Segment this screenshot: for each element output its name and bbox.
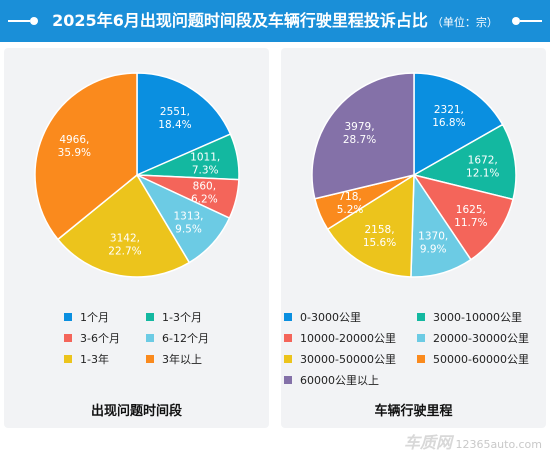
legend-item-4: 6-12个月 [146,331,209,347]
slice-label-3: 1625, 11.7% [454,204,487,229]
pie-slice-7 [311,72,415,200]
slice-label-1: 2321, 16.8% [432,104,465,129]
slice-label-4: 1370, 9.9% [418,231,448,256]
legend-swatch [284,334,292,342]
legend-swatch [146,334,154,342]
legend-swatch [284,355,292,363]
watermark-logo: 车质网 [403,433,452,452]
legend-label: 1个月 [80,311,109,324]
pie-slice-5 [56,173,191,278]
slice-label-4: 1313, 9.5% [173,210,203,235]
legend-label: 3-6个月 [80,332,120,345]
pie-slice-6 [34,72,138,241]
slice-label-7: 3979, 28.7% [343,121,376,146]
legend-swatch [417,313,425,321]
pie-slice-1 [413,72,504,177]
legend-item-4: 20000-30000公里 [417,331,529,347]
header-bar [0,0,550,42]
page-title: 2025年6月出现问题时间段及车辆行驶里程投诉占比 （单位：宗） [0,0,550,42]
legend-item-6: 50000-60000公里 [417,352,529,368]
legend-item-5: 1-3年 [64,352,109,368]
slice-label-1: 2551, 18.4% [158,106,191,131]
pie-chart-time-period: 2551, 18.4%1011, 7.3%860, 6.2%1313, 9.5%3142… [34,72,240,278]
slice-label-2: 1011, 7.3% [190,151,220,176]
legend-item-5: 30000-50000公里 [284,352,396,368]
legend-swatch [64,313,72,321]
header-bullet-right [512,17,520,25]
chart-title-time-period: 出现问题时间段 [90,404,182,419]
legend-swatch [64,334,72,342]
legend-swatch [146,313,154,321]
legend-item-7: 60000公里以上 [284,373,379,389]
slice-label-2: 1672, 12.1% [466,154,499,179]
slice-label-5: 3142, 22.7% [108,232,141,257]
pie-chart-mileage: 2321, 16.8%1672, 12.1% 1625, 11.7%1370, 9.9% 2… [311,72,517,278]
header-decoration-right [520,20,542,22]
legend-label: 30000-50000公里 [300,353,396,366]
unit-label: （单位：宗） [431,16,498,29]
legend-label: 1-3年 [80,353,109,366]
legend-label: 1-3个月 [162,311,202,324]
legend-swatch [417,355,425,363]
legend-swatch [146,355,154,363]
legend-label: 3000-10000公里 [433,311,522,324]
legend-item-2: 1-3个月 [146,310,202,326]
legend-label: 50000-60000公里 [433,353,529,366]
legend-swatch [417,334,425,342]
legend-swatch [64,355,72,363]
chart-title-mileage: 车辆行驶里程 [374,404,453,419]
pie-slice-5 [326,173,415,278]
legend-label: 3年以上 [162,353,202,366]
slice-label-6: 718, 5.2% [337,191,364,216]
panel-time-period: 2551, 18.4% 1011, 7.3% 860, 6.2% 1313, 9.5% 3142… [4,48,269,428]
legend-item-3: 10000-20000公里 [284,331,396,347]
panel-mileage: 2321, 16.8% 1672, 12.1% 1625, 11.7% 1370, 9.9% 2… [281,48,546,428]
pie-slice-1 [136,72,232,177]
slice-label-6: 4966, 35.9% [58,134,91,159]
legend-swatch [284,313,292,321]
legend-item-2: 3000-10000公里 [417,310,522,326]
legend-label: 10000-20000公里 [300,332,396,345]
page-title-text: 2025年6月出现问题时间段及车辆行驶里程投诉占比 [52,11,428,30]
header-decoration-left [8,20,30,22]
watermark-site: 12365auto.com [455,438,542,451]
legend-swatch [284,376,292,384]
watermark: 车质网 12365auto.com [403,429,542,452]
slice-label-5: 2158, 15.6% [363,224,396,249]
legend-label: 20000-30000公里 [433,332,529,345]
legend-label: 0-3000公里 [300,311,361,324]
legend-label: 60000公里以上 [300,374,379,387]
legend-label: 6-12个月 [162,332,209,345]
legend-item-6: 3年以上 [146,352,202,368]
header-bullet-left [30,17,38,25]
legend-item-3: 3-6个月 [64,331,120,347]
pie-slice-3 [412,173,514,261]
legend-item-1: 0-3000公里 [284,310,361,326]
legend-item-1: 1个月 [64,310,109,326]
